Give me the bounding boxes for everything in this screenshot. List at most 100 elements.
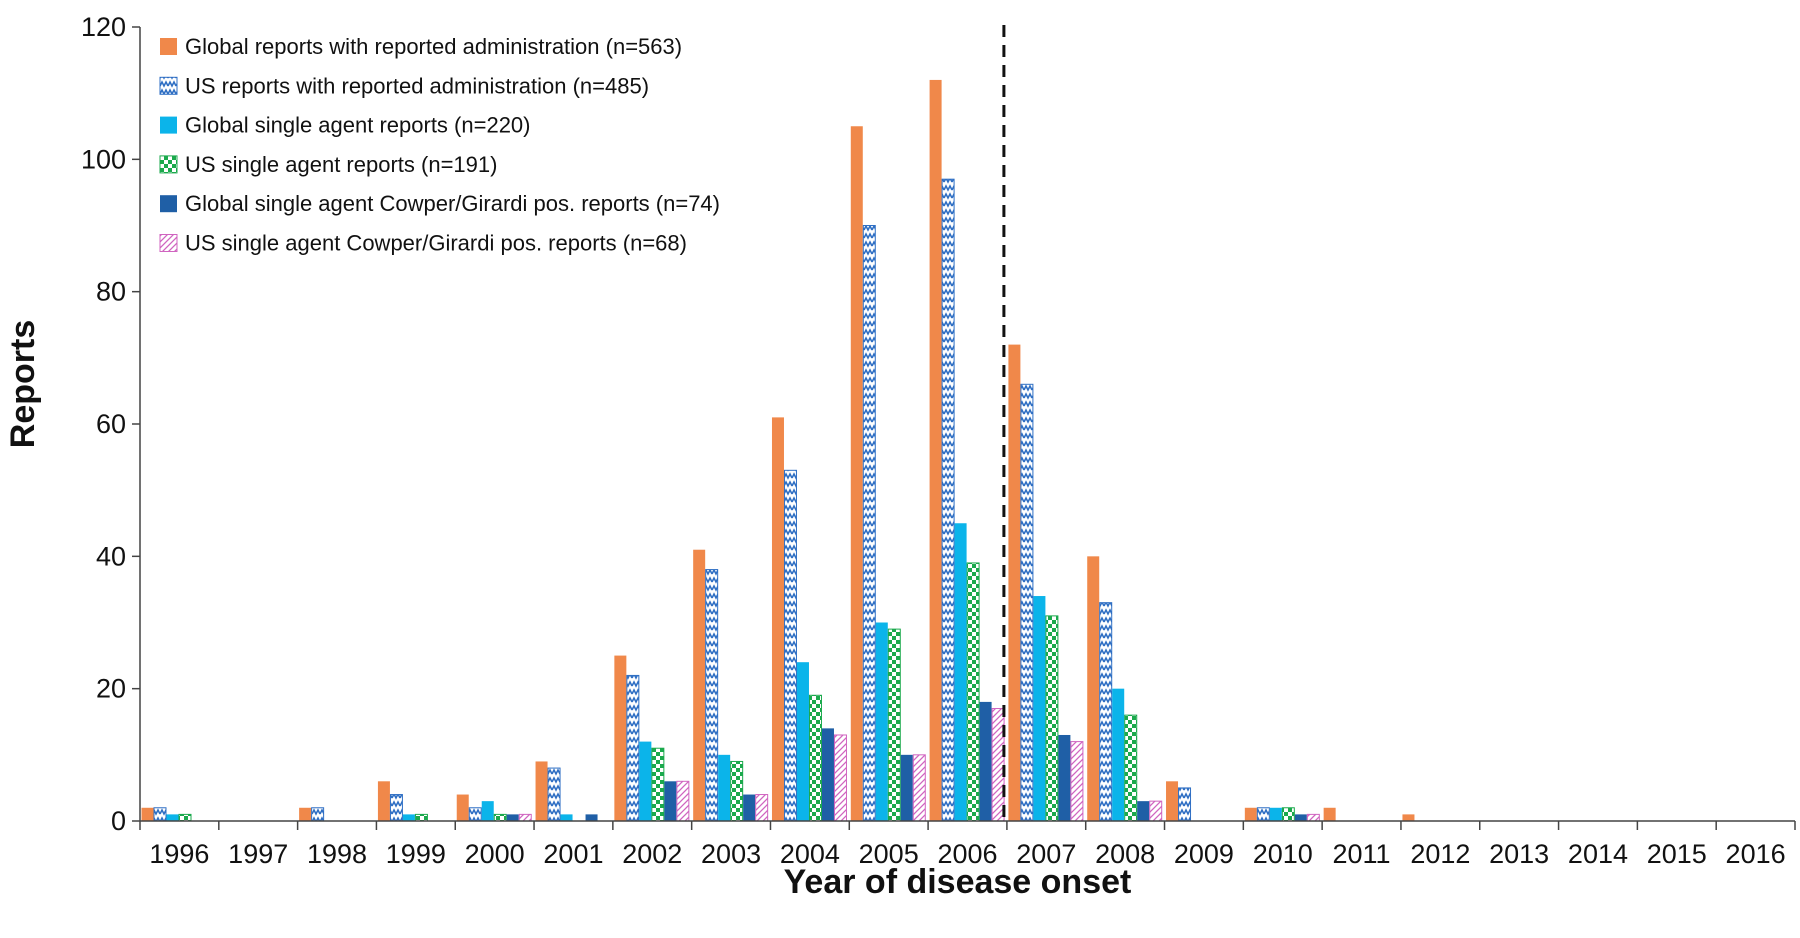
bar [1033, 596, 1046, 821]
bar [1402, 814, 1415, 821]
bar [1281, 807, 1295, 822]
bar [402, 814, 415, 821]
bar [153, 807, 167, 822]
bar [783, 469, 797, 822]
bar [535, 761, 548, 821]
bar [929, 79, 942, 821]
y-tick-label: 120 [81, 12, 126, 42]
bar [755, 794, 769, 822]
bar [664, 781, 677, 821]
bar [141, 807, 154, 821]
bar [166, 814, 179, 821]
y-axis-title: Reports [4, 320, 42, 448]
legend-swatch [160, 116, 177, 134]
bar [1244, 807, 1257, 821]
bar [560, 814, 573, 821]
legend: Global reports with reported administrat… [159, 34, 720, 256]
x-tick-label: 2012 [1410, 839, 1470, 869]
bar [626, 674, 640, 822]
x-tick-label: 2001 [543, 839, 603, 869]
legend-label: Global reports with reported administrat… [185, 34, 682, 59]
bar [966, 562, 980, 822]
bar [1269, 807, 1282, 821]
x-axis-title: Year of disease onset [784, 863, 1132, 901]
x-tick-label: 1997 [228, 839, 288, 869]
bar [833, 734, 847, 822]
x-tick-label: 2004 [780, 839, 840, 869]
bar [1112, 688, 1125, 821]
bar [705, 569, 719, 822]
bar [1323, 807, 1336, 821]
bar [1124, 714, 1138, 822]
bar [1294, 814, 1307, 821]
bar [718, 754, 731, 821]
y-tick-label: 60 [96, 409, 126, 439]
bar [771, 417, 784, 821]
legend-swatch [160, 38, 177, 55]
x-tick-label: 1996 [149, 839, 209, 869]
bar [518, 813, 532, 822]
bar [614, 655, 627, 821]
bar [456, 794, 469, 821]
bar [639, 741, 652, 821]
y-axis-ticks: 0 20 40 60 80 100 120 [81, 12, 140, 836]
bar [1020, 383, 1034, 822]
x-tick-label: 1999 [386, 839, 446, 869]
x-axis-ticks: 1996 1997 1998 1999 2000 2001 2002 2003 2004 2005… [139, 821, 1796, 869]
y-tick-label: 80 [96, 277, 126, 307]
bar [493, 813, 507, 822]
x-tick-label: 2003 [701, 839, 761, 869]
legend-swatch [159, 234, 178, 252]
bar [875, 622, 888, 821]
legend-label: US reports with reported administration … [185, 73, 649, 98]
x-tick-label: 2002 [622, 839, 682, 869]
bar [651, 747, 665, 822]
bar [693, 549, 706, 821]
bar [1099, 602, 1113, 822]
bar [979, 701, 992, 821]
bar [796, 662, 809, 821]
x-tick-label: 2015 [1647, 839, 1707, 869]
y-tick-label: 20 [96, 674, 126, 704]
bar [547, 767, 561, 822]
bar [1058, 734, 1071, 821]
bar [941, 178, 955, 822]
bar [506, 814, 519, 821]
bar [743, 794, 756, 821]
legend-swatch [159, 76, 178, 95]
bar [585, 814, 598, 821]
x-tick-label: 2016 [1726, 839, 1786, 869]
bar [912, 754, 926, 822]
bar [468, 807, 482, 822]
x-tick-label: 2013 [1489, 839, 1549, 869]
bar [377, 781, 390, 821]
x-tick-label: 2010 [1253, 839, 1313, 869]
bar [887, 628, 901, 822]
bar [1045, 615, 1059, 822]
x-tick-label: 2009 [1174, 839, 1234, 869]
bar [1306, 813, 1320, 822]
legend-label: Global single agent Cowper/Girardi pos. … [185, 191, 720, 216]
x-tick-label: 2005 [859, 839, 919, 869]
bar [1178, 787, 1192, 822]
x-tick-label: 2014 [1568, 839, 1628, 869]
bar [1256, 807, 1270, 822]
bar [1008, 344, 1021, 821]
bar [1070, 741, 1084, 822]
y-tick-label: 40 [96, 541, 126, 571]
legend-label: US single agent reports (n=191) [185, 152, 497, 177]
x-tick-label: 2011 [1333, 839, 1391, 869]
bar [808, 694, 822, 822]
bar [311, 807, 325, 822]
bar [1149, 800, 1163, 822]
x-tick-label: 2006 [937, 839, 997, 869]
bar [178, 813, 192, 822]
bar [676, 780, 690, 822]
x-tick-label: 2007 [1016, 839, 1076, 869]
bar [1137, 801, 1150, 821]
y-tick-label: 100 [81, 144, 126, 174]
bar [1087, 556, 1100, 821]
legend-label: US single agent Cowper/Girardi pos. repo… [185, 231, 687, 256]
bar [414, 813, 428, 822]
